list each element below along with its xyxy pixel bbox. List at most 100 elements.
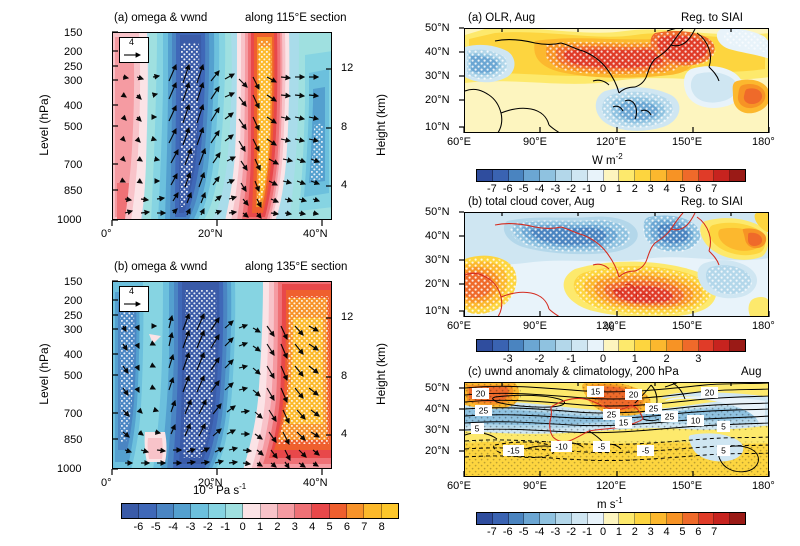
colorbar-tick: -4 bbox=[168, 521, 179, 533]
colorbar-cell bbox=[508, 513, 525, 524]
svg-text:5: 5 bbox=[721, 446, 726, 456]
panel-b-left-ytick-1000: 1000 bbox=[57, 463, 82, 475]
panel-a-left-y2tick-12: 12 bbox=[341, 62, 354, 74]
colorbar-cell bbox=[666, 170, 683, 181]
panel-b-left-ytick-300: 300 bbox=[64, 324, 83, 336]
uwnd-colorbar[interactable] bbox=[476, 512, 746, 525]
svg-text:5: 5 bbox=[721, 422, 726, 432]
panel-b-right-plot[interactable] bbox=[464, 212, 769, 317]
colorbar-tick: 0 bbox=[599, 353, 607, 365]
colorbar-cell bbox=[260, 504, 278, 518]
olr-colorbar-ticks: -7 -6 -5 -4 -3 -2 -1 0 1 2 3 4 5 6 7 bbox=[476, 183, 746, 197]
cloud-colorbar[interactable] bbox=[476, 339, 746, 352]
panel-a-right-xtick-60: 60°E bbox=[447, 136, 471, 148]
colorbar-cell bbox=[587, 513, 604, 524]
svg-text:10: 10 bbox=[691, 416, 701, 426]
colorbar-cell bbox=[619, 170, 636, 181]
colorbar-cell bbox=[508, 170, 525, 181]
panel-a-left-ytick-400: 400 bbox=[64, 100, 83, 112]
colorbar-cell bbox=[524, 513, 541, 524]
panel-b-right-ytick-20: 20°N bbox=[425, 278, 450, 290]
colorbar-cell bbox=[477, 513, 493, 524]
panel-a-right-ytick-50: 50°N bbox=[425, 22, 450, 34]
colorbar-tick: -6 bbox=[133, 521, 144, 533]
panel-a-left-xtick-40: 40°N bbox=[303, 228, 328, 240]
panel-b-left-plot[interactable]: 4 bbox=[112, 281, 332, 469]
omega-unit-exp: -3 bbox=[205, 482, 213, 491]
panel-b-left-vector-key: 4 bbox=[119, 286, 149, 312]
colorbar-cell bbox=[312, 504, 330, 518]
panel-c-right-ytick-50: 50°N bbox=[425, 382, 450, 394]
colorbar-tick: -1 bbox=[220, 521, 231, 533]
colorbar-tick: -2 bbox=[566, 526, 577, 538]
panel-b-right-ytick-40: 40°N bbox=[425, 230, 450, 242]
colorbar-cell bbox=[603, 170, 620, 181]
colorbar-tick: 2 bbox=[631, 183, 638, 195]
panel-b-left-ytick-200: 200 bbox=[64, 295, 83, 307]
colorbar-cell bbox=[556, 340, 572, 351]
colorbar-tick: 2 bbox=[274, 521, 281, 533]
panel-a-right-subtitle: Reg. to SIAI bbox=[681, 12, 744, 24]
panel-a-left-ytick-500: 500 bbox=[64, 121, 83, 133]
panel-a-right-plot[interactable] bbox=[464, 28, 769, 133]
colorbar-cell bbox=[714, 340, 731, 351]
panel-a-right-ytick-20: 20°N bbox=[425, 94, 450, 106]
colorbar-tick: -6 bbox=[502, 526, 513, 538]
colorbar-cell bbox=[635, 170, 652, 181]
colorbar-cell bbox=[571, 170, 588, 181]
colorbar-tick: 4 bbox=[309, 521, 316, 533]
panel-a-left-y2axis-label: Height (km) bbox=[374, 94, 388, 157]
colorbar-tick: -1 bbox=[582, 183, 593, 195]
panel-a-left-xtick-20: 20°N bbox=[198, 228, 223, 240]
colorbar-cell bbox=[191, 504, 209, 518]
colorbar-tick: -7 bbox=[486, 183, 497, 195]
colorbar-tick: 1 bbox=[256, 521, 264, 533]
svg-text:25: 25 bbox=[607, 410, 617, 420]
panel-a-left-title: (a) omega & vwnd bbox=[114, 12, 208, 24]
colorbar-cell bbox=[243, 504, 261, 518]
panel-a-left-ytick-850: 850 bbox=[64, 185, 83, 197]
panel-a-left-ytick-300: 300 bbox=[64, 75, 83, 87]
panel-a-left-y2tick-8: 8 bbox=[341, 121, 348, 133]
colorbar-cell bbox=[477, 170, 493, 181]
panel-a-right-xtick-90: 90°E bbox=[523, 136, 547, 148]
colorbar-tick: -6 bbox=[502, 183, 513, 195]
svg-text:5: 5 bbox=[475, 424, 480, 434]
olr-colorbar[interactable] bbox=[476, 169, 746, 182]
olr-colorbar-unit: W m-2 bbox=[592, 152, 623, 167]
colorbar-cell bbox=[139, 504, 157, 518]
panel-a-left-ytick-200: 200 bbox=[64, 46, 83, 58]
panel-c-right-xtick-180: 180° bbox=[752, 480, 775, 492]
panel-c-right-plot[interactable]: 20 15 20 20 25 25 25 5 25 15 10 5 -15 -1… bbox=[464, 382, 769, 477]
uwnd-colorbar-unit: m s-1 bbox=[597, 496, 623, 511]
svg-text:15: 15 bbox=[619, 418, 629, 428]
colorbar-cell bbox=[666, 513, 683, 524]
panel-b-left-ytick-850: 850 bbox=[64, 434, 83, 446]
colorbar-cell bbox=[651, 340, 667, 351]
colorbar-cell bbox=[524, 340, 541, 351]
colorbar-tick: -3 bbox=[502, 353, 513, 365]
colorbar-cell bbox=[571, 340, 588, 351]
panel-olr-field bbox=[465, 29, 768, 132]
omega-unit-base: 10 bbox=[193, 484, 206, 497]
colorbar-cell bbox=[122, 504, 140, 518]
panel-a-left-ytick-700: 700 bbox=[64, 159, 83, 171]
colorbar-cell bbox=[682, 340, 699, 351]
colorbar-tick: -3 bbox=[550, 183, 561, 195]
colorbar-tick: 6 bbox=[695, 183, 702, 195]
olr-unit-exp: -2 bbox=[615, 152, 623, 161]
panel-cloud-field bbox=[465, 213, 768, 316]
uwnd-colorbar-ticks: -7 -6 -5 -4 -3 -2 -1 0 1 2 3 4 5 6 7 bbox=[476, 526, 746, 540]
colorbar-tick: -4 bbox=[534, 526, 545, 538]
colorbar-tick: 3 bbox=[647, 526, 654, 538]
colorbar-cell bbox=[329, 504, 348, 518]
colorbar-tick: -2 bbox=[566, 183, 577, 195]
colorbar-cell bbox=[295, 504, 313, 518]
colorbar-cell bbox=[381, 504, 398, 518]
colorbar-cell bbox=[651, 170, 667, 181]
panel-c-right-axes bbox=[459, 382, 770, 477]
svg-text:15: 15 bbox=[591, 387, 601, 397]
panel-a-left-subtitle: along 115°E section bbox=[245, 12, 347, 24]
panel-a-left-plot[interactable]: 4 bbox=[112, 32, 332, 220]
omega-colorbar[interactable] bbox=[121, 503, 399, 519]
